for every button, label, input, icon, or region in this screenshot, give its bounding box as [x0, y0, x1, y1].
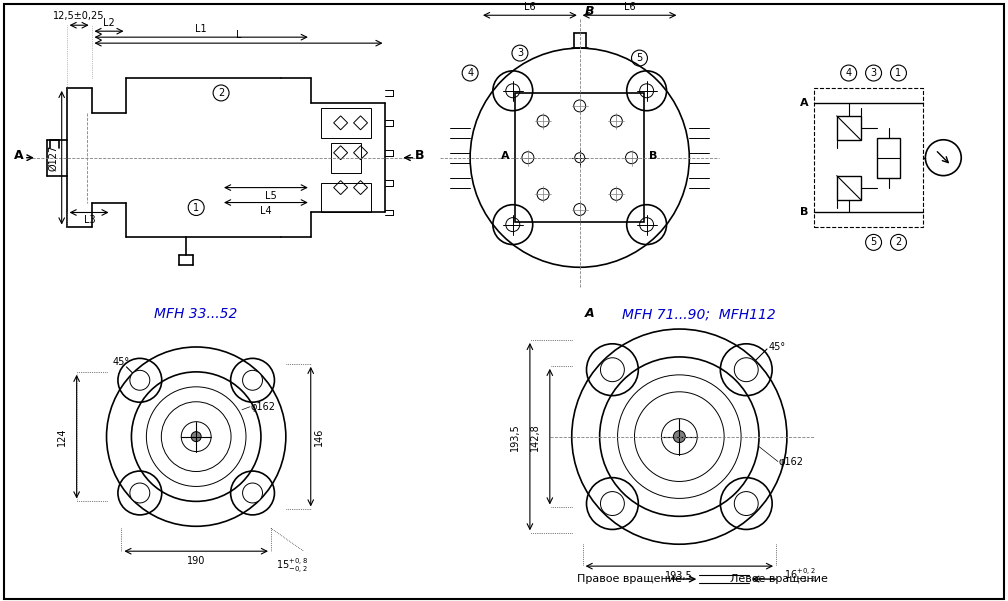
Text: 5: 5 — [636, 53, 643, 63]
Text: L2: L2 — [103, 18, 115, 28]
Circle shape — [130, 483, 150, 503]
Text: 4: 4 — [467, 68, 473, 78]
Text: B: B — [415, 149, 424, 162]
Text: A: A — [800, 98, 808, 108]
Circle shape — [601, 492, 624, 516]
Text: L3: L3 — [84, 216, 96, 225]
Text: 2: 2 — [218, 88, 224, 98]
Text: 16$^{+0,2}_{-1,2}$: 16$^{+0,2}_{-1,2}$ — [784, 566, 815, 585]
Text: 45°: 45° — [113, 357, 130, 367]
Text: 1: 1 — [895, 68, 901, 78]
Text: L5: L5 — [265, 191, 277, 201]
Text: B: B — [649, 151, 658, 160]
Text: Правое вращение: Правое вращение — [578, 574, 682, 584]
Circle shape — [243, 483, 262, 503]
Text: 124: 124 — [56, 427, 67, 446]
Bar — [877, 138, 900, 178]
Text: Ø127: Ø127 — [48, 145, 58, 171]
Text: MFH 71...90;  MFH112: MFH 71...90; MFH112 — [622, 307, 776, 321]
Text: 15$^{+0,8}_{-0,2}$: 15$^{+0,8}_{-0,2}$ — [276, 556, 307, 575]
Circle shape — [192, 432, 202, 442]
Text: A: A — [14, 149, 24, 162]
Text: L1: L1 — [196, 24, 207, 34]
Circle shape — [673, 431, 685, 442]
Text: 190: 190 — [187, 556, 206, 566]
Circle shape — [734, 358, 758, 382]
Text: L4: L4 — [260, 206, 272, 216]
Text: 5: 5 — [871, 237, 877, 248]
Text: 4: 4 — [846, 68, 852, 78]
Circle shape — [601, 358, 624, 382]
Text: L6: L6 — [624, 2, 635, 12]
Text: B: B — [585, 5, 595, 18]
Text: A: A — [501, 151, 510, 160]
Text: φ162: φ162 — [779, 457, 804, 466]
Text: 146: 146 — [313, 427, 324, 446]
Circle shape — [734, 492, 758, 516]
Text: Левое вращение: Левое вращение — [730, 574, 828, 584]
Text: A: A — [585, 307, 595, 320]
Text: L: L — [236, 30, 241, 40]
Text: 1: 1 — [194, 203, 200, 213]
Text: 2: 2 — [895, 237, 901, 248]
Bar — [321, 183, 371, 213]
Bar — [837, 175, 861, 200]
Text: 3: 3 — [517, 48, 523, 58]
Text: 45°: 45° — [769, 342, 786, 352]
Text: 193,5: 193,5 — [510, 423, 520, 451]
Text: φ162: φ162 — [251, 401, 276, 412]
Text: 142,8: 142,8 — [530, 423, 540, 451]
Bar — [331, 143, 361, 172]
Text: L6: L6 — [524, 2, 535, 12]
Bar — [515, 93, 644, 222]
Bar — [837, 116, 861, 140]
Bar — [813, 88, 923, 227]
Text: B: B — [800, 207, 808, 218]
Text: 193,5: 193,5 — [665, 571, 694, 581]
Text: 12,5±0,25: 12,5±0,25 — [53, 11, 105, 21]
Text: 3: 3 — [871, 68, 877, 78]
Text: MFH 33...52: MFH 33...52 — [154, 307, 238, 321]
Circle shape — [130, 370, 150, 390]
Circle shape — [243, 370, 262, 390]
Bar — [321, 108, 371, 138]
